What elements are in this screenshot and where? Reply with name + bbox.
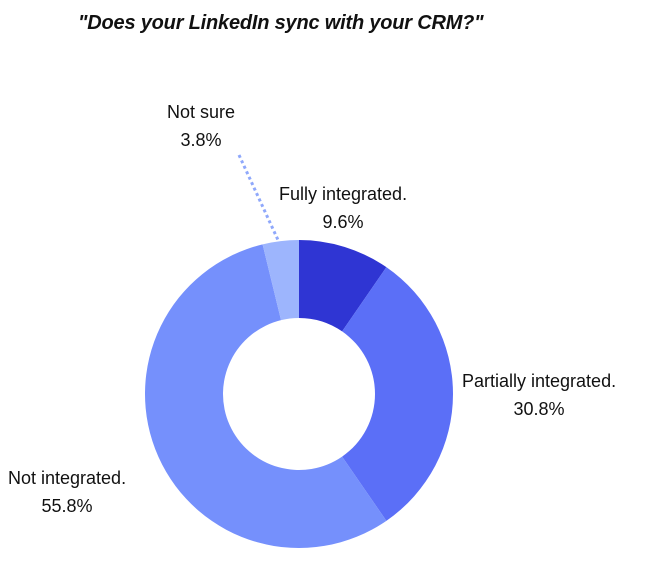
slice-fully-integrated bbox=[299, 240, 387, 332]
label-not-integrated-name: Not integrated. bbox=[8, 468, 127, 488]
label-fully-integrated-name: Fully integrated. bbox=[279, 184, 408, 204]
label-not-sure-value: 3.8% bbox=[180, 130, 222, 150]
label-not-sure-name: Not sure bbox=[167, 102, 236, 122]
label-fully-integrated: Fully integrated. 9.6% bbox=[279, 180, 407, 236]
label-not-integrated: Not integrated. 55.8% bbox=[8, 464, 126, 520]
label-partially-integrated-name: Partially integrated. bbox=[462, 371, 617, 391]
slice-not-integrated bbox=[144, 244, 387, 548]
donut-slices bbox=[144, 240, 453, 548]
label-partially-integrated: Partially integrated. 30.8% bbox=[462, 367, 616, 423]
not-sure-leader-line bbox=[237, 154, 280, 241]
slice-not-sure bbox=[262, 240, 299, 321]
slice-partially-integrated bbox=[342, 267, 453, 521]
label-partially-integrated-value: 30.8% bbox=[513, 399, 565, 419]
label-fully-integrated-value: 9.6% bbox=[322, 212, 364, 232]
label-not-integrated-value: 55.8% bbox=[41, 496, 93, 516]
label-not-sure: Not sure 3.8% bbox=[167, 98, 235, 154]
chart-title: "Does your LinkedIn sync with your CRM?" bbox=[78, 12, 484, 34]
